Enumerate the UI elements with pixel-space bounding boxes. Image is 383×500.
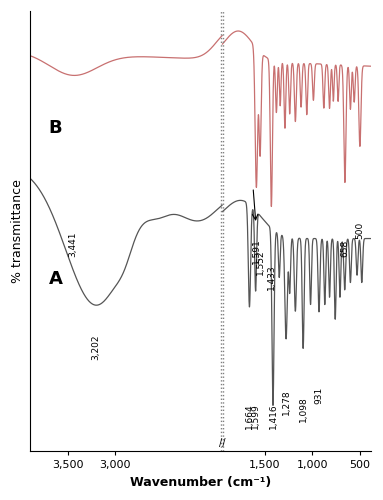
Text: //: // — [219, 438, 226, 448]
Text: 1,599: 1,599 — [251, 404, 260, 429]
Text: 1,278: 1,278 — [282, 389, 291, 414]
Text: A: A — [49, 270, 62, 288]
Text: 658: 658 — [340, 240, 349, 257]
Y-axis label: % transmittance: % transmittance — [11, 180, 24, 283]
Text: 3,441: 3,441 — [69, 232, 78, 257]
Text: 500: 500 — [355, 222, 364, 238]
Text: 1,552: 1,552 — [255, 250, 265, 275]
Text: 3,202: 3,202 — [92, 334, 100, 359]
Text: 931: 931 — [314, 386, 324, 404]
Text: B: B — [49, 120, 62, 138]
Text: 1,433: 1,433 — [267, 264, 276, 290]
Text: 1,591: 1,591 — [252, 238, 261, 264]
X-axis label: Wavenumber (cm⁻¹): Wavenumber (cm⁻¹) — [130, 476, 271, 489]
Text: 1,664: 1,664 — [245, 404, 254, 429]
Text: 1,416: 1,416 — [268, 404, 277, 429]
Text: 1,098: 1,098 — [299, 396, 308, 422]
